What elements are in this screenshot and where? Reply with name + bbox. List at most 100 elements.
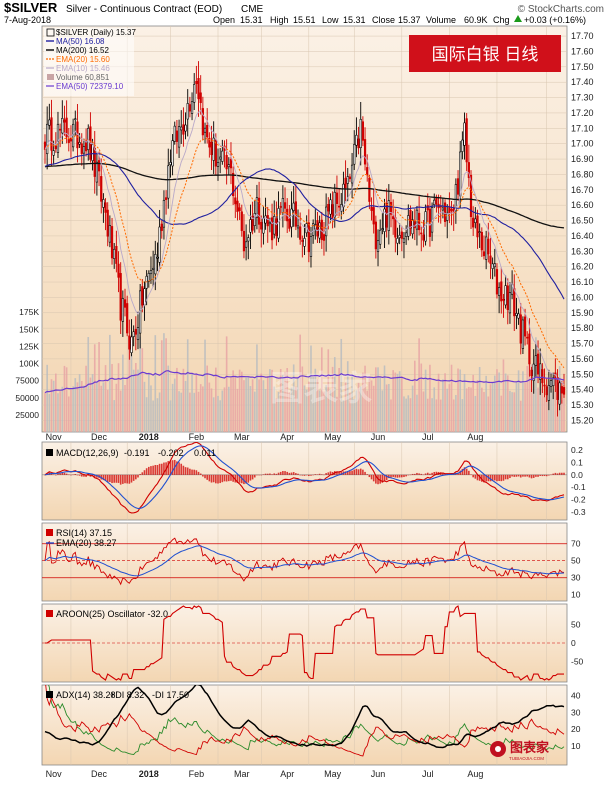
macd-histogram-bar [476,474,479,481]
volume-bar [342,400,345,432]
macd-histogram-bar [292,472,295,475]
candle-body [348,176,352,180]
volume-bar [554,372,557,432]
candle-body [389,201,393,215]
macd-histogram-bar [277,472,280,475]
candle-body [171,140,174,167]
candle-body [126,303,129,334]
banner-text: 国际白银 日线 [432,45,539,64]
volume-bar [338,367,340,432]
macd-histogram-bar [132,474,135,481]
macd-histogram-bar [422,474,425,476]
macd-histogram-bar [301,474,304,476]
candle-body [180,126,183,131]
macd-histogram-bar [269,473,271,475]
macd-histogram-bar [355,468,358,475]
logo-subtext: TUBIAOJIA.COM [509,756,544,761]
volume-bar [106,389,109,432]
volume-bar [59,391,61,432]
macd-histogram-bar [416,472,418,475]
macd-histogram-bar [526,474,529,477]
volume-bar [561,399,563,432]
candle-body [182,124,185,135]
volume-bar [167,365,170,432]
volume-bar [98,342,100,432]
candle-body [396,238,399,244]
month-label: 2018 [139,432,159,442]
candle-body [132,331,135,337]
macd-histogram-bar [318,473,321,475]
volume-tick-label: 100K [19,359,39,369]
macd-histogram-bar [517,474,520,477]
volume-bar [437,373,440,432]
candle-body [270,217,274,241]
candle-body [249,219,252,233]
macd-histogram-bar [411,473,414,475]
volume-bar [238,369,241,432]
macd-histogram-bar [143,470,146,475]
candle-body [476,215,479,238]
macd-histogram-bar [545,474,548,477]
candle-body [329,199,332,215]
volume-bar [485,375,487,432]
volume-bar [435,399,438,432]
candle-body [331,204,334,219]
candle-body [493,263,496,268]
ema10-line [44,109,565,385]
volume-bar [74,378,77,432]
macd-histogram-bar [502,474,505,481]
candle-body [113,248,116,259]
volume-bar [89,377,92,432]
volume-bar [396,373,399,432]
volume-bar [353,399,356,432]
volume-bar [135,362,137,432]
legend-ema20: EMA(20) 15.60 [56,55,110,64]
macd-histogram-bar [139,474,141,475]
macd-histogram-bar [176,461,178,475]
macd-histogram-bar [433,471,436,475]
volume-bar [394,372,397,432]
adx-tick-label: 30 [571,707,581,717]
macd-histogram-bar [286,471,289,475]
macd-histogram-bar [506,474,509,480]
volume-bar [67,396,70,432]
candle-body [560,386,563,394]
candle-body [84,140,88,152]
month-label-bottom: 2018 [139,769,159,779]
candle-body [301,240,304,242]
candle-body [199,92,202,104]
candle-body [162,199,166,228]
candle-body [376,240,380,252]
legend-price: $SILVER (Daily) 15.37 [56,28,136,37]
macd-histogram-bar [359,468,362,475]
price-tick-label: 16.50 [571,216,594,226]
macd-histogram-bar [552,473,554,475]
macd-histogram-bar [197,471,200,475]
macd-histogram-bar [312,474,314,476]
volume-bar [132,369,135,432]
macd-histogram-bar [297,473,299,475]
volume-bar [80,381,83,432]
candle-body [141,286,144,306]
volume-bar [230,376,232,432]
macd-histogram-bar [483,474,485,483]
macd-histogram-bar [63,472,66,475]
volume-bar [524,382,526,432]
candle-body [100,176,103,202]
volume-bar [303,385,306,432]
candle-body [435,197,438,205]
volume-bar [478,367,481,432]
volume-bar [284,371,286,432]
high-label: High [270,15,289,25]
price-tick-label: 16.30 [571,246,594,256]
candle-body [400,231,403,239]
macd-histogram-bar [325,473,327,475]
macd-histogram-bar [106,474,109,483]
macd-histogram-bar [442,472,444,475]
logo-mark-dot [495,746,501,752]
candle-body [169,162,172,165]
aroon-tick-label: 0 [571,638,576,648]
volume-bar [202,386,204,432]
macd-value-1: -0.191 [124,448,150,458]
